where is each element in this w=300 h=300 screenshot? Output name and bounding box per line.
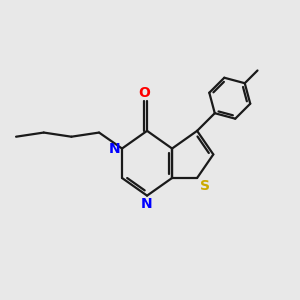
Text: N: N bbox=[141, 197, 153, 211]
Text: O: O bbox=[138, 86, 150, 100]
Text: N: N bbox=[109, 142, 121, 155]
Text: S: S bbox=[200, 179, 210, 194]
